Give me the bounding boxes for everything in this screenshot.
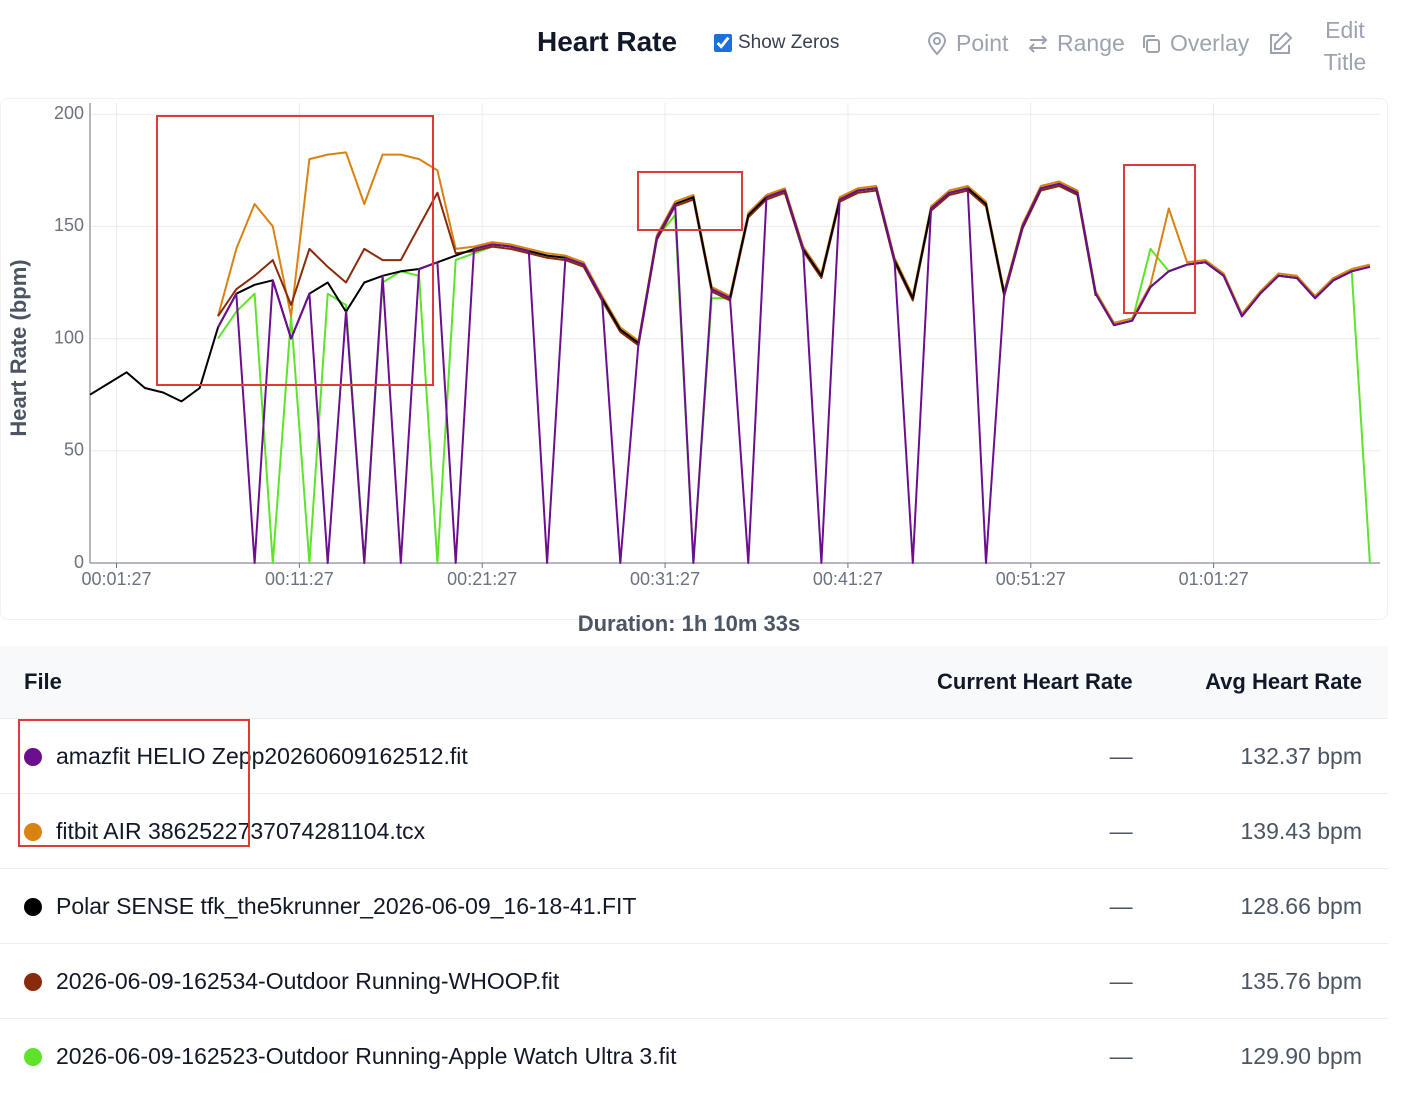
annotation-box [1124,165,1195,313]
table-cell: 129.90 bpm [1159,1019,1388,1093]
y-tick-label: 100 [54,327,84,347]
column-header: File [0,646,881,719]
x-axis-label: Duration: 1h 10m 33s [578,611,801,636]
file-cell: 2026-06-09-162534-Outdoor Running-WHOOP.… [0,944,881,1019]
legend-dot [24,898,42,916]
legend-dot [24,1048,42,1066]
table-cell: — [881,944,1159,1019]
series-line [218,184,1370,563]
x-tick-label: 00:11:27 [265,569,334,589]
series-line [218,186,1096,345]
table-row: 2026-06-09-162523-Outdoor Running-Apple … [0,1019,1388,1093]
x-tick-label: 00:01:27 [81,569,151,589]
table-row: Polar SENSE tfk_the5krunner_2026-06-09_1… [0,869,1388,944]
table-row: 2026-06-09-162534-Outdoor Running-WHOOP.… [0,944,1388,1019]
y-tick-label: 150 [54,215,84,235]
y-tick-label: 200 [54,103,84,123]
table-cell: 135.76 bpm [1159,944,1388,1019]
file-table: File Current Heart Rate Avg Heart Rate a… [0,646,1388,1093]
table-cell: — [881,1019,1159,1093]
file-cell: 2026-06-09-162523-Outdoor Running-Apple … [0,1019,881,1093]
series-line [218,184,1370,563]
annotation-box [157,116,433,385]
file-name: Polar SENSE tfk_the5krunner_2026-06-09_1… [56,893,636,919]
y-tick-label: 50 [64,440,84,460]
y-axis-label: Heart Rate (bpm) [6,259,31,436]
table-cell: — [881,719,1159,794]
legend-dot [24,973,42,991]
file-cell: Polar SENSE tfk_the5krunner_2026-06-09_1… [0,869,881,944]
x-tick-label: 00:41:27 [813,569,883,589]
table-cell: 139.43 bpm [1159,794,1388,869]
annotation-box [18,719,250,847]
x-tick-label: 01:01:27 [1179,569,1249,589]
file-name: 2026-06-09-162534-Outdoor Running-WHOOP.… [56,968,559,994]
table-cell: 128.66 bpm [1159,869,1388,944]
series-line [218,152,1370,341]
x-tick-label: 00:51:27 [996,569,1066,589]
column-header: Avg Heart Rate [1159,646,1388,719]
table-header: File Current Heart Rate Avg Heart Rate [0,646,1388,719]
x-tick-label: 00:31:27 [630,569,700,589]
table-cell: — [881,869,1159,944]
table-cell: 132.37 bpm [1159,719,1388,794]
file-name: 2026-06-09-162523-Outdoor Running-Apple … [56,1043,677,1069]
column-header: Current Heart Rate [881,646,1159,719]
x-tick-label: 00:21:27 [447,569,517,589]
table-cell: — [881,794,1159,869]
